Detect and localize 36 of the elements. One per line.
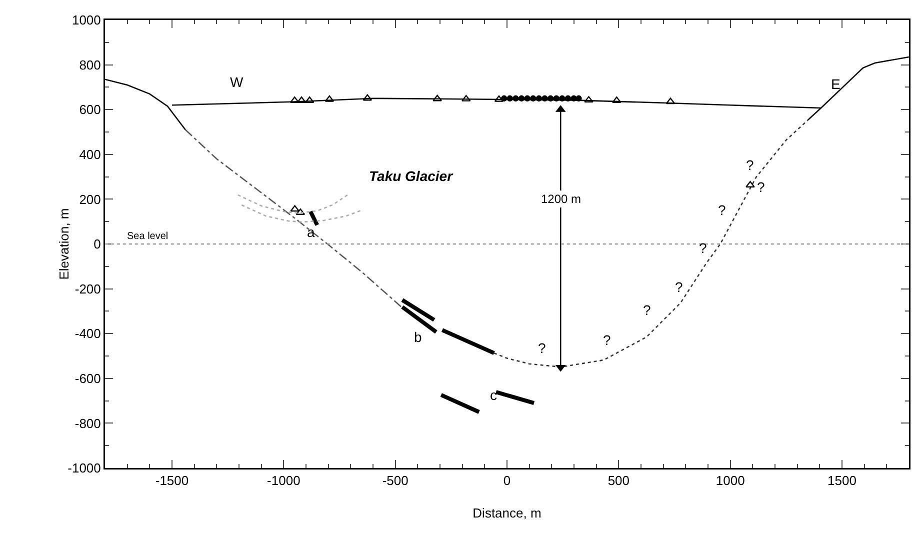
annotation: ? [643,302,651,318]
x-tick-label: 1500 [828,473,856,488]
y-tick-label: 200 [79,192,101,207]
annotation: ? [538,340,546,356]
x-axis-title: Distance, m [472,506,542,520]
y-tick-label: 1000 [72,12,101,28]
y-tick-label: -200 [74,281,101,296]
y-axis-title: Elevation, m [56,208,72,280]
annotation: ? [675,279,683,295]
annotation: E [831,76,840,92]
ref-line-label: Sea level [127,231,168,242]
y-tick-label: 400 [79,146,101,162]
y-tick-label: -600 [74,370,101,386]
y-tick-label: -400 [74,326,101,342]
annotation: ? [603,332,611,348]
x-tick-label: -1500 [155,473,189,488]
annotation: Taku Glacier [369,168,454,184]
y-tick-label: 0 [94,236,101,252]
annotation: ? [718,202,726,218]
x-tick-label: 0 [503,473,511,488]
x-tick-label: 1000 [716,473,745,488]
annotation: ? [746,157,754,173]
x-tick-label: -1000 [267,473,300,488]
x-tick-label: -500 [382,473,408,488]
y-tick-label: -1000 [68,460,101,476]
x-tick-label: 500 [608,473,630,488]
y-tick-label: 600 [79,102,101,118]
annotation: b [414,329,422,345]
annotation: ? [757,179,765,195]
annotation: ? [699,240,707,256]
annotation: W [230,74,244,90]
y-tick-label: -800 [74,416,101,431]
annotation: a [307,224,315,240]
annotation: c [490,387,497,403]
annotation: 1200 m [541,192,582,206]
y-tick-label: 800 [79,57,101,72]
